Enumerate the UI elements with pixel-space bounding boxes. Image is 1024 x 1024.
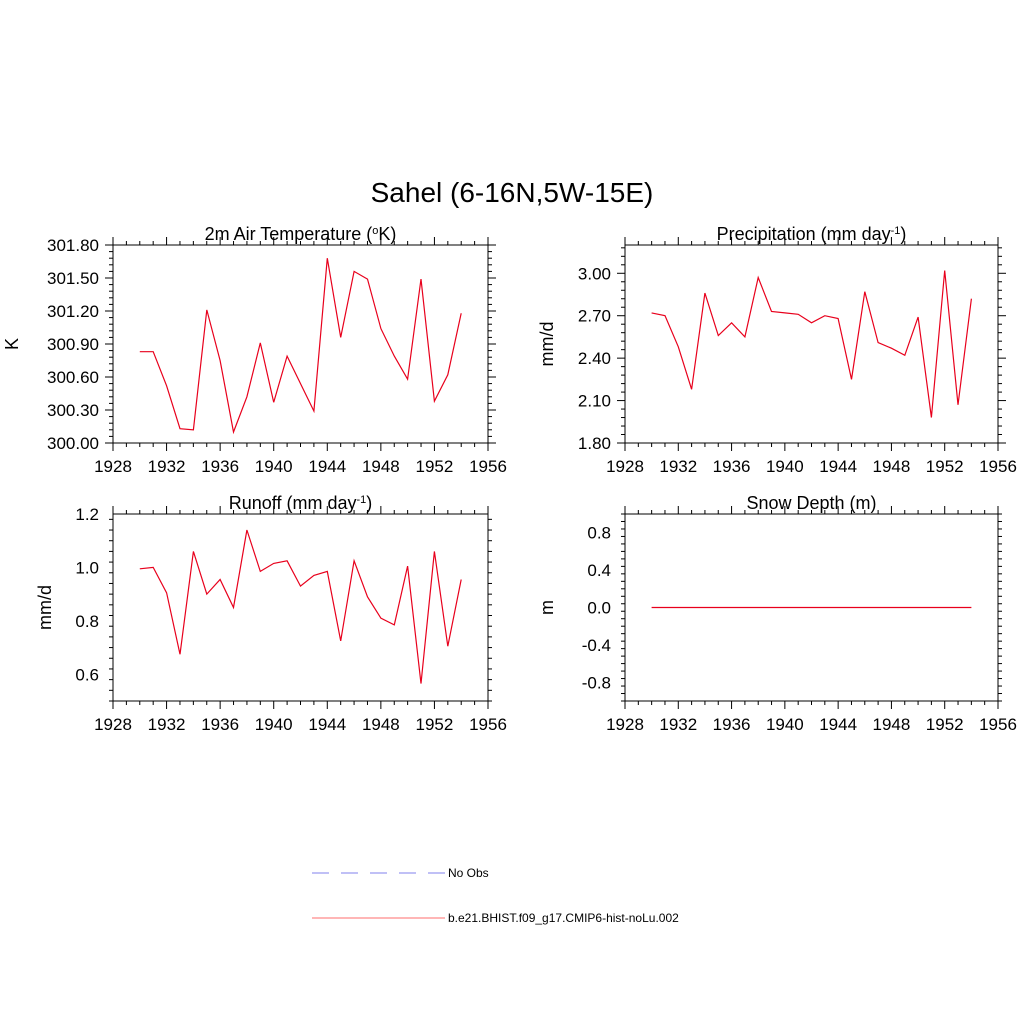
panel-title: 2m Air Temperature (oK) (205, 224, 397, 244)
x-tick-label: 1936 (713, 715, 751, 734)
y-tick-label: 2.10 (578, 392, 611, 411)
panel-1: 2m Air Temperature (oK) K 1928 1932 1936 1940… (2, 224, 507, 476)
panel-title: Precipitation (mm day-1) (717, 224, 907, 244)
y-tick-label: 300.00 (47, 434, 99, 453)
x-tick-label: 1952 (926, 457, 964, 476)
y-tick-label: 300.30 (47, 401, 99, 420)
plot-frame (112, 244, 489, 444)
x-tick-label: 1956 (979, 715, 1017, 734)
y-axis-label: mm/d (35, 585, 55, 630)
x-tick-label: 1932 (659, 457, 697, 476)
x-tick-label: 1932 (659, 715, 697, 734)
x-tick-label: 1956 (469, 715, 507, 734)
series-line (139, 258, 462, 435)
x-tick-label: 1948 (362, 457, 400, 476)
y-axis-label: K (2, 338, 22, 350)
x-tick-label: 1952 (926, 715, 964, 734)
y-axis-label: m (537, 600, 557, 615)
y-tick-label: 1.80 (578, 434, 611, 453)
y-tick-label: 1.0 (75, 558, 99, 577)
x-tick-label: 1952 (416, 457, 454, 476)
legend-label-model: b.e21.BHIST.f09_g17.CMIP6-hist-noLu.002 (448, 911, 679, 925)
y-tick-label: 301.50 (47, 269, 99, 288)
x-tick-label: 1940 (255, 715, 293, 734)
y-tick-label: 0.6 (75, 665, 99, 684)
y-tick-label: 1.2 (75, 505, 99, 524)
y-tick-label: 0.4 (587, 561, 611, 580)
panel-title: Runoff (mm day-1) (229, 493, 373, 513)
x-tick-label: 1948 (873, 457, 911, 476)
y-tick-label: 300.90 (47, 335, 99, 354)
plot-frame (624, 244, 999, 444)
x-tick-label: 1932 (148, 457, 186, 476)
x-tick-label: 1948 (362, 715, 400, 734)
x-tick-label: 1936 (201, 457, 239, 476)
y-tick-label: -0.8 (582, 673, 611, 692)
x-tick-label: 1944 (819, 457, 857, 476)
y-tick-label: 300.60 (47, 368, 99, 387)
x-tick-label: 1928 (94, 457, 132, 476)
x-tick-label: 1936 (713, 457, 751, 476)
y-tick-label: 301.20 (47, 302, 99, 321)
x-tick-label: 1940 (255, 457, 293, 476)
panel-title: Snow Depth (m) (746, 493, 876, 513)
y-tick-label: -0.4 (582, 636, 611, 655)
x-tick-label: 1944 (308, 457, 346, 476)
series-line (651, 270, 972, 418)
y-tick-label: 3.00 (578, 264, 611, 283)
x-tick-label: 1952 (416, 715, 454, 734)
x-tick-label: 1928 (606, 457, 644, 476)
legend: No Obs b.e21.BHIST.f09_g17.CMIP6-hist-no… (312, 866, 679, 925)
x-tick-label: 1936 (201, 715, 239, 734)
series-line (139, 529, 462, 684)
panels: 2m Air Temperature (oK) K 1928 1932 1936 1940… (2, 224, 1017, 734)
x-tick-label: 1944 (308, 715, 346, 734)
panel-2: Precipitation (mm day-1) mm/d 1928 1932 1936… (537, 224, 1017, 476)
x-tick-label: 1956 (979, 457, 1017, 476)
panel-3: Runoff (mm day-1) mm/d 1928 1932 1936 1940 194… (35, 493, 507, 734)
legend-label-no-obs: No Obs (448, 866, 489, 880)
x-tick-label: 1940 (766, 715, 804, 734)
x-tick-label: 1940 (766, 457, 804, 476)
x-tick-label: 1948 (873, 715, 911, 734)
x-tick-label: 1944 (819, 715, 857, 734)
y-axis-label: mm/d (537, 322, 557, 367)
x-tick-label: 1928 (606, 715, 644, 734)
figure-title: Sahel (6-16N,5W-15E) (371, 177, 654, 208)
y-tick-label: 2.70 (578, 307, 611, 326)
y-tick-label: 301.80 (47, 236, 99, 255)
x-tick-label: 1928 (94, 715, 132, 734)
y-tick-label: 0.8 (587, 524, 611, 543)
x-tick-label: 1956 (469, 457, 507, 476)
panel-4: Snow Depth (m) m 1928 1932 1936 1940 1944 1948 1… (537, 493, 1017, 734)
y-tick-label: 0.8 (75, 612, 99, 631)
x-tick-label: 1932 (148, 715, 186, 734)
y-tick-label: 0.0 (587, 599, 611, 618)
y-tick-label: 2.40 (578, 349, 611, 368)
